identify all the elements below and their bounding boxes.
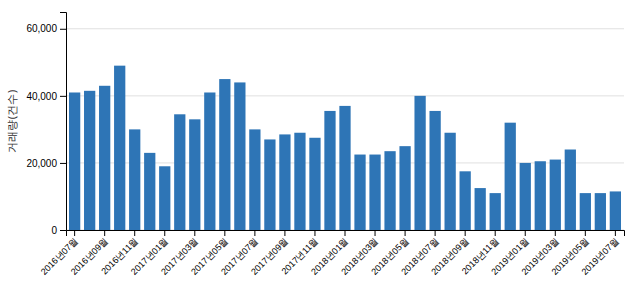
x-tick-mark — [435, 230, 436, 236]
x-axis: 2016년07월2016년09월2016년11월2017년01월2017년03월… — [39, 230, 625, 277]
bar — [535, 161, 546, 230]
y-tick: 20,000 — [26, 158, 66, 169]
bar — [174, 114, 185, 230]
x-tick-mark — [254, 230, 255, 236]
bar — [550, 160, 561, 230]
x-tick-mark — [405, 230, 406, 236]
x-tick-mark — [555, 230, 556, 236]
bar — [99, 86, 110, 230]
bar — [429, 111, 440, 230]
y-tick: 60,000 — [26, 23, 66, 34]
bar — [189, 119, 200, 230]
grid — [66, 29, 624, 230]
bar — [610, 191, 621, 230]
x-tick-mark — [495, 230, 496, 236]
x-axis-line — [67, 231, 625, 237]
grid-line — [66, 95, 624, 96]
bar — [460, 171, 471, 230]
bar — [339, 106, 350, 230]
bar — [354, 155, 365, 230]
bar — [249, 129, 260, 230]
y-tick-mark — [60, 96, 66, 97]
x-tick-mark — [345, 230, 346, 236]
bar — [309, 138, 320, 230]
bar — [144, 153, 155, 230]
y-tick-label: 40,000 — [26, 91, 57, 102]
bar — [384, 151, 395, 230]
bar — [445, 133, 456, 230]
bar — [279, 134, 290, 230]
bar — [159, 166, 170, 230]
bar — [84, 91, 95, 230]
x-tick-mark — [465, 230, 466, 236]
x-tick-mark — [314, 230, 315, 236]
bar — [475, 188, 486, 230]
x-tick-mark — [585, 230, 586, 236]
y-tick: 40,000 — [26, 91, 66, 102]
bar — [520, 163, 531, 230]
y-axis: 0 20,000 40,000 60,000 — [26, 13, 66, 236]
bar — [324, 111, 335, 230]
y-axis-line — [60, 13, 67, 231]
bar — [399, 146, 410, 230]
bar — [490, 193, 501, 230]
bar — [204, 92, 215, 230]
x-tick-mark — [525, 230, 526, 236]
x-tick-label: 2019년07월 — [580, 236, 621, 277]
y-tick-label: 0 — [51, 225, 57, 236]
bar — [234, 82, 245, 230]
bar — [129, 129, 140, 230]
x-tick: 2019년07월 — [580, 230, 621, 277]
bar — [580, 193, 591, 230]
y-tick-mark — [60, 230, 66, 231]
y-axis-title: 거래량(건수) — [6, 89, 19, 153]
y-tick-label: 20,000 — [26, 158, 57, 169]
grid-line — [66, 28, 624, 29]
x-tick-mark — [284, 230, 285, 236]
bar — [264, 139, 275, 230]
bar — [414, 96, 425, 230]
y-tick-label: 60,000 — [26, 23, 57, 34]
x-tick-mark — [375, 230, 376, 236]
y-tick-mark — [60, 163, 66, 164]
bar — [114, 66, 125, 230]
bar — [219, 79, 230, 230]
y-tick: 0 — [51, 225, 66, 236]
bar — [294, 133, 305, 230]
x-tick-mark — [104, 230, 105, 236]
bar — [565, 150, 576, 230]
bar — [369, 155, 380, 230]
chart: 2016년07월2016년09월2016년11월2017년01월2017년03월… — [0, 0, 640, 294]
bar — [595, 193, 606, 230]
bar — [505, 123, 516, 230]
bars — [69, 66, 621, 230]
x-tick-mark — [74, 230, 75, 236]
plot: 2016년07월2016년09월2016년11월2017년01월2017년03월… — [26, 13, 624, 277]
x-tick-mark — [134, 230, 135, 236]
x-tick-mark — [615, 230, 616, 236]
bar — [69, 92, 80, 230]
y-tick-mark — [60, 29, 66, 30]
x-tick-mark — [224, 230, 225, 236]
x-tick-mark — [194, 230, 195, 236]
x-tick-mark — [164, 230, 165, 236]
